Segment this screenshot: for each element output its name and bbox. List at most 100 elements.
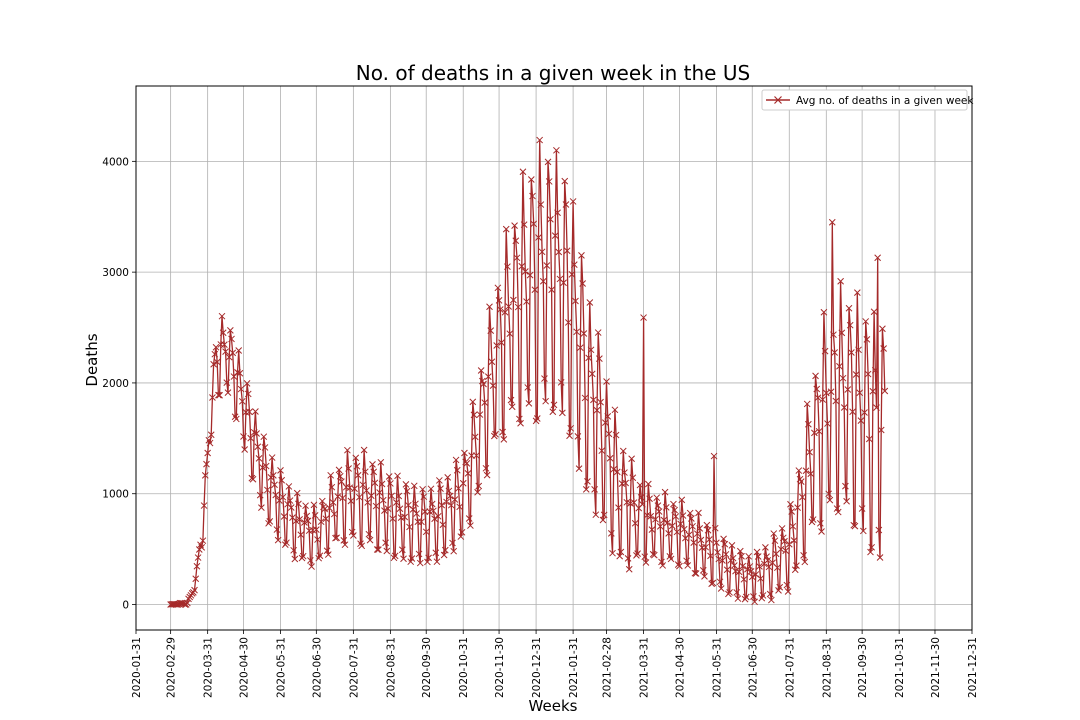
- data-point: [652, 515, 659, 523]
- data-point: [203, 460, 210, 468]
- data-point: [692, 570, 700, 577]
- data-point: [378, 480, 386, 488]
- data-point: [564, 319, 572, 326]
- data-point: [697, 536, 705, 544]
- data-point: [410, 482, 418, 490]
- data-point: [292, 517, 300, 525]
- data-point: [876, 554, 884, 561]
- data-point: [327, 471, 335, 479]
- data-point: [747, 568, 755, 575]
- data-point: [266, 517, 274, 525]
- data-point: [585, 354, 592, 362]
- data-point: [517, 419, 524, 427]
- data-point: [757, 575, 764, 582]
- data-point: [629, 474, 637, 482]
- data-point: [323, 547, 331, 555]
- data-point: [805, 420, 812, 428]
- data-point: [341, 541, 349, 549]
- data-point: [451, 496, 459, 503]
- data-point: [551, 232, 559, 239]
- data-point: [290, 546, 297, 554]
- data-point: [550, 401, 558, 409]
- x-axis-label: Weeks: [529, 697, 578, 715]
- data-point: [789, 522, 797, 530]
- data-point: [658, 558, 665, 566]
- data-point: [524, 384, 532, 391]
- data-point: [709, 579, 717, 587]
- data-point: [421, 508, 429, 515]
- data-point: [768, 596, 775, 604]
- data-point: [562, 201, 570, 208]
- data-point: [396, 505, 404, 513]
- data-point: [877, 426, 885, 434]
- data-point: [741, 595, 749, 603]
- data-point: [839, 374, 847, 382]
- data-point: [734, 595, 742, 602]
- data-point: [788, 508, 796, 515]
- data-point: [259, 464, 266, 471]
- data-point: [228, 335, 235, 343]
- data-point: [836, 362, 843, 370]
- data-point: [252, 408, 259, 415]
- data-point: [832, 397, 840, 405]
- data-point: [508, 403, 516, 411]
- data-point: [193, 562, 201, 570]
- data-point: [391, 552, 399, 560]
- data-point: [207, 431, 215, 439]
- data-point: [446, 492, 454, 500]
- data-point: [610, 465, 618, 473]
- x-tick-label: 2021-01-31: [568, 637, 580, 698]
- data-point: [644, 480, 652, 488]
- data-point: [516, 415, 523, 423]
- data-point: [264, 486, 271, 494]
- data-point: [781, 537, 788, 545]
- data-point: [234, 368, 241, 376]
- data-point: [361, 468, 369, 476]
- x-tick-label: 2020-10-31: [458, 637, 470, 698]
- data-point: [463, 460, 471, 467]
- data-point: [324, 551, 332, 558]
- data-point: [684, 562, 692, 569]
- data-point: [366, 536, 374, 544]
- legend-marker-icon: [774, 96, 782, 104]
- data-point: [237, 385, 245, 393]
- data-point: [473, 452, 480, 459]
- x-tick-label: 2020-11-30: [494, 637, 506, 698]
- data-point: [351, 485, 358, 493]
- data-point: [373, 546, 381, 553]
- data-point: [400, 555, 407, 563]
- data-point: [827, 388, 835, 396]
- data-point: [814, 394, 822, 402]
- data-point: [863, 336, 871, 343]
- data-point: [575, 465, 583, 472]
- data-point: [874, 254, 882, 262]
- data-point: [545, 178, 553, 185]
- data-point: [862, 318, 870, 325]
- data-point: [831, 349, 839, 356]
- data-point: [807, 470, 815, 478]
- data-point: [376, 489, 383, 496]
- data-point: [471, 433, 479, 441]
- data-point: [265, 519, 272, 527]
- data-point: [560, 279, 567, 287]
- data-point: [240, 433, 247, 440]
- data-point: [745, 552, 753, 560]
- data-point: [531, 286, 539, 294]
- data-point: [536, 136, 544, 144]
- data-point: [226, 327, 234, 334]
- data-point: [845, 304, 853, 312]
- data-point: [488, 358, 496, 366]
- data-point: [506, 330, 514, 338]
- data-point: [806, 448, 813, 456]
- data-point: [677, 520, 684, 528]
- x-tick-label: 2021-03-31: [639, 637, 651, 698]
- data-point: [440, 551, 448, 559]
- data-point: [350, 532, 357, 539]
- data-point: [461, 449, 468, 457]
- data-point: [592, 511, 600, 519]
- data-point: [609, 549, 616, 557]
- data-point: [766, 590, 774, 598]
- y-tick-label: 0: [122, 600, 129, 612]
- data-point: [578, 252, 585, 259]
- data-point: [710, 452, 718, 460]
